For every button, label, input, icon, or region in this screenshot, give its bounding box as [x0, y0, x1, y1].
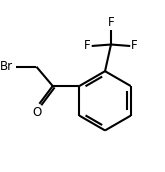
- Text: F: F: [84, 40, 91, 52]
- Text: Br: Br: [0, 60, 14, 73]
- Text: F: F: [131, 40, 138, 52]
- Text: O: O: [33, 106, 42, 119]
- Text: F: F: [108, 16, 114, 29]
